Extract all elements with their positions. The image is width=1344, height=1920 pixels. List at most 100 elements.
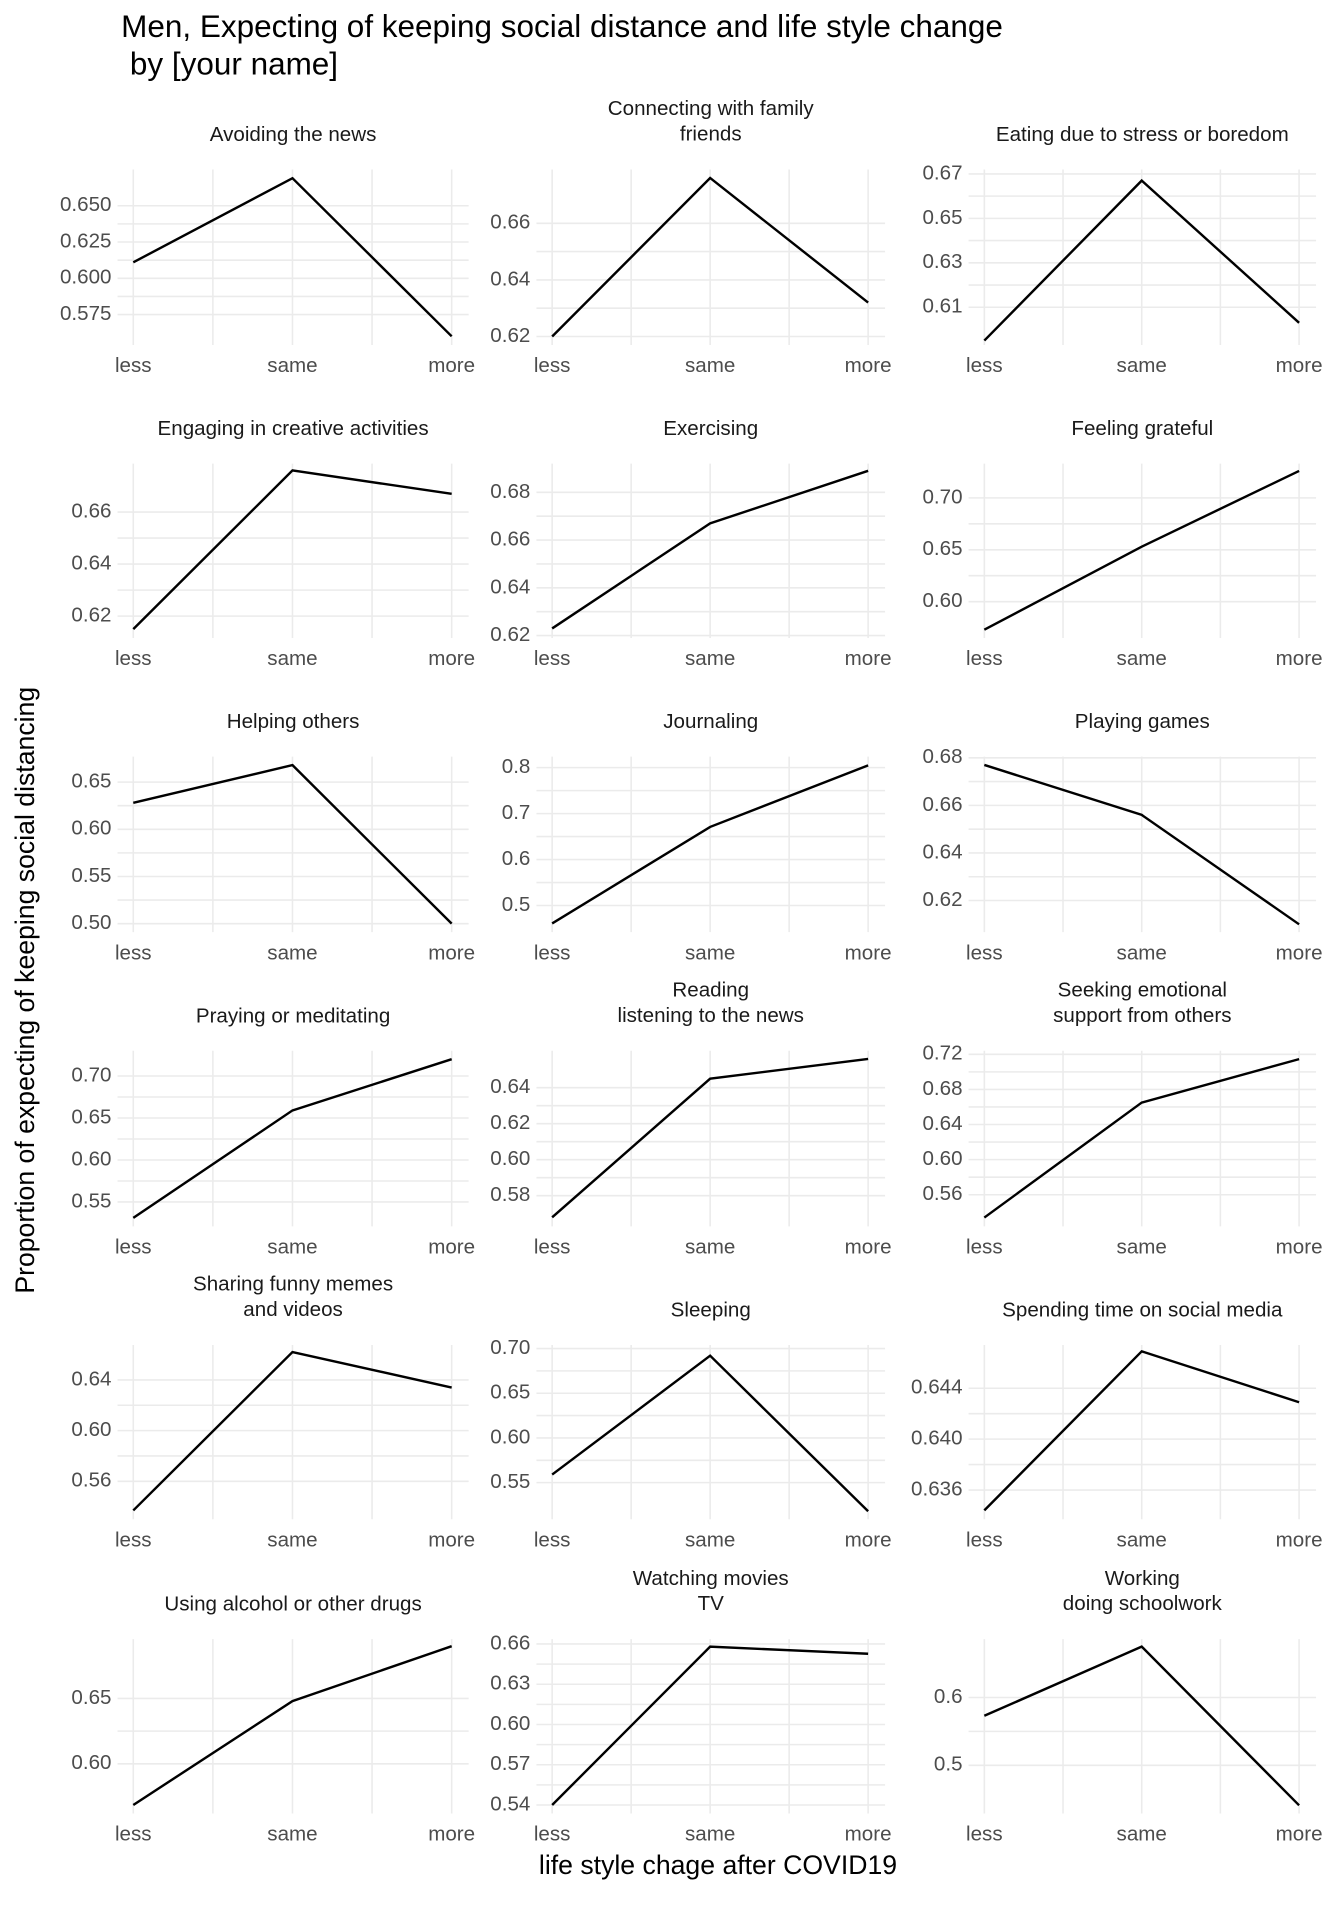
x-tick-label: more [1276,1236,1323,1259]
panel-title: Feeling grateful [1071,417,1213,440]
x-tick-label: more [428,941,475,964]
x-tick-label: more [845,1529,892,1552]
y-tick-label: 0.56 [922,1182,962,1205]
x-tick-label: less [534,354,571,377]
x-tick-label: more [1276,647,1323,670]
panel-title: Helping others [227,710,360,733]
x-tick-label: less [115,354,152,377]
y-tick-label: 0.62 [490,1111,530,1134]
x-tick-label: more [845,647,892,670]
y-tick-label: 0.5 [502,893,531,916]
data-line [551,1354,869,1513]
y-tick-label: 0.66 [490,1631,530,1654]
data-line [132,1645,453,1806]
x-tick-label: same [685,1236,735,1259]
y-tick-label: 0.6 [502,847,531,870]
x-tick-label: same [685,354,735,377]
data-line [551,764,869,925]
panel-title: Working doing schoolwork [1063,1567,1223,1615]
panel-title: Reading listening to the news [618,979,804,1027]
x-tick-label: more [1276,941,1323,964]
y-axis-title: Proportion of expecting of keeping socia… [10,687,40,1294]
y-tick-label: 0.600 [60,266,111,289]
panel-title: Praying or meditating [196,1004,390,1027]
x-tick-label: same [685,1823,735,1846]
y-tick-label: 0.5 [934,1753,963,1776]
panel-title: Eating due to stress or boredom [996,123,1289,146]
x-tick-label: more [845,941,892,964]
x-tick-label: more [1276,1823,1323,1846]
y-tick-label: 0.8 [502,755,531,778]
x-tick-label: more [845,1236,892,1259]
panel-title: Seeking emotional support from others [1053,979,1231,1027]
y-tick-label: 0.56 [71,1469,111,1492]
y-tick-label: 0.65 [71,1105,111,1128]
x-tick-label: same [685,647,735,670]
x-tick-label: same [267,941,317,964]
y-tick-label: 0.63 [922,250,962,273]
y-tick-label: 0.60 [922,1147,962,1170]
x-tick-label: less [534,1236,571,1259]
y-tick-label: 0.64 [490,267,530,290]
x-tick-label: less [534,1823,571,1846]
panel-title: Avoiding the news [210,123,377,146]
x-tick-label: less [966,1823,1003,1846]
y-tick-label: 0.60 [71,1418,111,1441]
x-tick-label: less [966,354,1003,377]
x-tick-label: more [845,354,892,377]
data-line [132,1058,453,1219]
y-tick-label: 0.65 [490,1381,530,1404]
y-tick-label: 0.60 [490,1147,530,1170]
panel-title: Playing games [1075,710,1210,733]
x-tick-label: same [1117,1529,1167,1552]
x-tick-label: less [115,647,152,670]
data-line [983,1057,1300,1219]
y-tick-label: 0.644 [911,1376,963,1399]
y-tick-label: 0.62 [71,604,111,627]
y-tick-label: 0.54 [490,1792,530,1815]
y-tick-label: 0.72 [922,1042,962,1065]
x-tick-label: same [267,1236,317,1259]
y-tick-label: 0.68 [490,480,530,503]
data-line [551,1645,869,1806]
data-line [983,1349,1300,1512]
data-line [133,763,453,925]
x-tick-label: more [428,647,475,670]
y-tick-label: 0.66 [490,528,530,551]
y-tick-label: 0.64 [922,840,962,863]
y-tick-label: 0.55 [490,1470,530,1493]
x-tick-label: same [267,1823,317,1846]
y-tick-label: 0.66 [922,793,962,816]
y-tick-label: 0.66 [71,499,111,522]
y-tick-label: 0.65 [71,770,111,793]
data-line [983,763,1300,926]
panel-title: Connecting with family friends [608,98,815,146]
y-tick-label: 0.625 [60,229,111,252]
x-tick-label: same [685,1529,735,1552]
x-tick-label: same [267,647,317,670]
panel-title: Watching movies TV [633,1567,789,1615]
x-tick-label: more [1276,1529,1323,1552]
y-tick-label: 0.60 [71,1751,111,1774]
x-tick-label: same [685,941,735,964]
data-line [983,178,1300,342]
y-tick-label: 0.62 [490,623,530,646]
x-tick-label: less [534,1529,571,1552]
data-line [983,469,1300,631]
y-tick-label: 0.55 [71,864,111,887]
y-tick-label: 0.55 [71,1189,111,1212]
y-tick-label: 0.640 [911,1427,963,1450]
y-tick-label: 0.65 [71,1686,111,1709]
x-tick-label: less [115,1236,152,1259]
x-tick-label: less [966,941,1003,964]
y-tick-label: 0.64 [922,1112,962,1135]
data-line [551,176,869,338]
x-tick-label: same [1117,1236,1167,1259]
x-tick-label: more [845,1823,892,1846]
y-tick-label: 0.66 [490,211,530,234]
x-tick-label: more [428,354,475,377]
x-tick-label: more [428,1823,475,1846]
x-tick-label: less [534,941,571,964]
